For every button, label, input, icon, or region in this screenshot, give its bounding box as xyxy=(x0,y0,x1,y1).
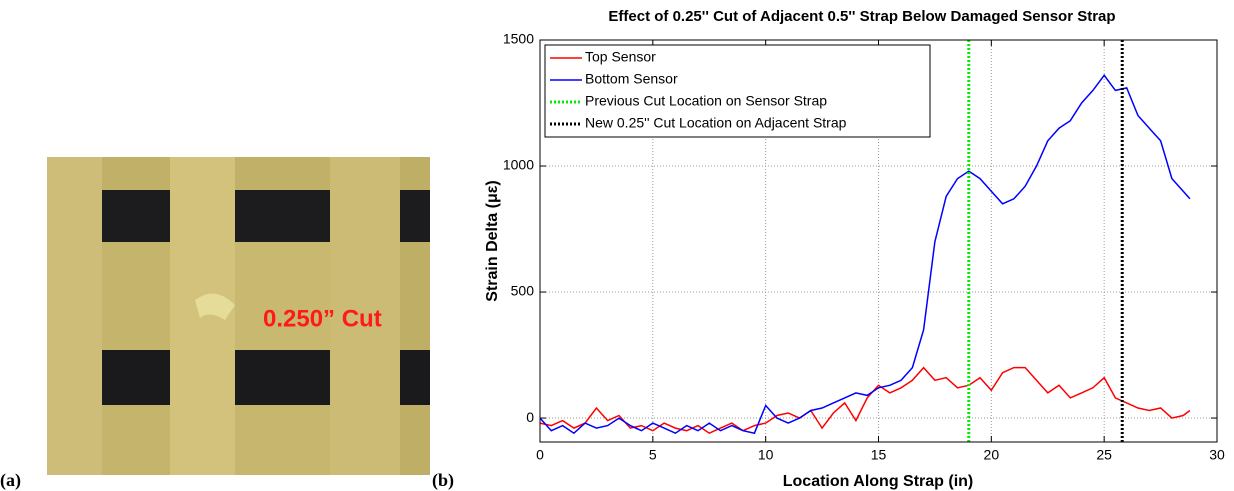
strap xyxy=(47,157,102,475)
strap xyxy=(235,405,330,475)
legend-label: Bottom Sensor xyxy=(585,71,678,87)
x-tick-label: 15 xyxy=(871,447,887,463)
legend-box xyxy=(544,44,931,138)
x-tick-label: 0 xyxy=(536,447,544,463)
panel-label: (b) xyxy=(432,470,454,491)
data-line xyxy=(539,74,1191,435)
y-axis-label: Strain Delta (με) xyxy=(484,180,501,301)
legend-label: Top Sensor xyxy=(585,49,656,65)
strap xyxy=(235,157,330,190)
strap xyxy=(102,242,170,350)
x-tick-label: 25 xyxy=(1096,447,1112,463)
y-tick-label: 1000 xyxy=(503,157,534,173)
y-tick-label: 0 xyxy=(526,409,534,425)
x-axis-label: Location Along Strap (in) xyxy=(783,473,974,490)
strap xyxy=(102,405,170,475)
cut xyxy=(195,293,235,320)
chart-title: Effect of 0.25'' Cut of Adjacent 0.5'' S… xyxy=(608,8,1115,25)
x-tick-label: 10 xyxy=(758,447,774,463)
photo-label: 0.250” Cut xyxy=(263,305,382,332)
panel-label: (a) xyxy=(0,470,21,491)
plot-frame xyxy=(539,39,1218,443)
x-tick-label: 30 xyxy=(1209,447,1225,463)
x-tick-label: 20 xyxy=(984,447,1000,463)
legend-label: New 0.25'' Cut Location on Adjacent Stra… xyxy=(585,115,847,131)
legend-label: Previous Cut Location on Sensor Strap xyxy=(585,93,827,109)
strap xyxy=(102,157,170,190)
strap xyxy=(235,242,330,350)
y-tick-label: 500 xyxy=(511,283,535,299)
data-line xyxy=(539,366,1191,435)
strap xyxy=(330,157,400,475)
x-tick-label: 5 xyxy=(649,447,657,463)
y-tick-label: 1500 xyxy=(503,31,534,47)
photo: 0.250” Cut xyxy=(47,157,430,475)
